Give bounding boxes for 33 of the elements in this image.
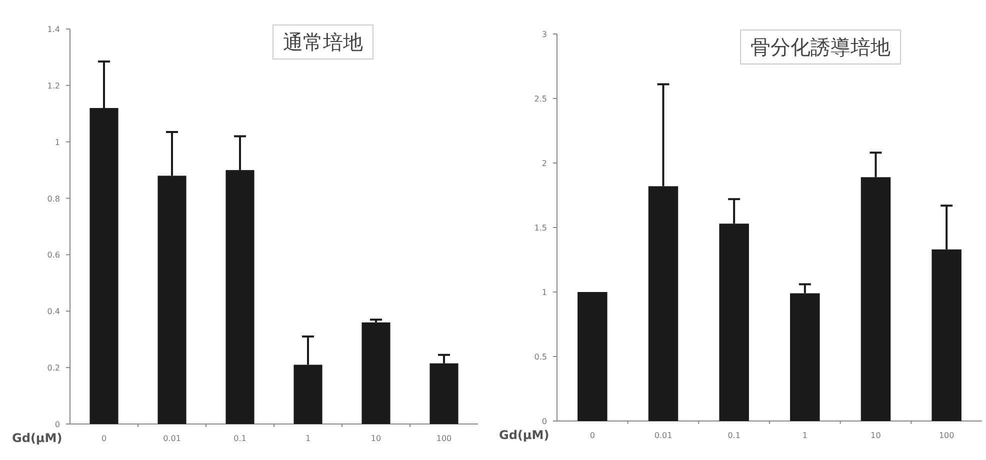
y-tick-label: 0.6 [47,250,60,260]
y-tick-label: 0 [542,417,547,426]
y-tick-label: 0.2 [47,364,60,373]
y-tick-label: 0.5 [534,352,547,362]
chart-title: 骨分化誘導培地 [750,35,890,59]
y-tick-label: 1 [542,288,547,297]
x-tick-label: 0 [590,431,595,440]
x-tick-label: 0.1 [234,434,246,443]
y-tick-label: 1 [54,138,60,147]
x-tick-label: 10 [370,434,382,443]
y-tick-label: 0.8 [47,194,60,204]
x-tick-label: 10 [870,431,881,440]
bar [578,292,608,421]
x-tick-label: 0.01 [654,431,672,440]
chart-title: 通常培地 [282,30,363,54]
x-tick-label: 100 [436,434,452,443]
x-tick-label: 0.01 [163,434,181,443]
y-tick-label: 1.4 [47,25,60,34]
x-tick-label: 0.1 [728,431,740,440]
x-axis-title: Gd(μM) [12,431,62,445]
bar [362,322,390,424]
y-tick-label: 0 [54,420,60,429]
x-tick-label: 1 [305,434,311,443]
y-tick-label: 3 [542,30,547,39]
y-tick-label: 2.5 [534,94,547,104]
y-tick-label: 2 [542,159,547,168]
y-tick-label: 0.4 [47,307,60,316]
x-tick-label: 100 [938,431,954,440]
y-tick-label: 1.5 [534,224,547,232]
x-tick-label: 1 [802,431,808,440]
x-axis-title: Gd(μM) [499,428,550,442]
y-tick-label: 1.2 [47,81,60,90]
x-tick-label: 0 [101,434,107,443]
